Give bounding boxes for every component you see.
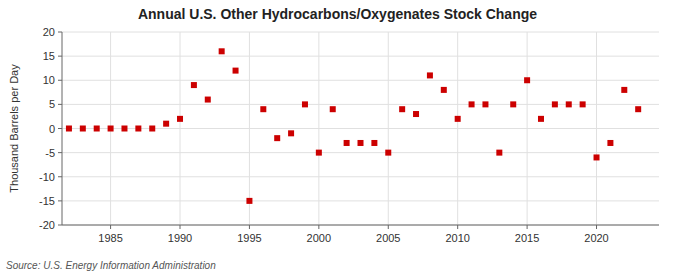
y-tick-label: -5 xyxy=(45,147,55,159)
point xyxy=(302,101,308,107)
point xyxy=(191,82,197,88)
point xyxy=(260,106,266,112)
x-tick xyxy=(318,225,319,229)
x-tick-label: 2010 xyxy=(445,232,469,244)
y-tick xyxy=(58,176,62,177)
y-grid-line xyxy=(62,56,659,57)
point xyxy=(94,126,100,132)
point xyxy=(135,126,141,132)
point xyxy=(524,77,530,83)
point xyxy=(496,150,502,156)
x-grid-line xyxy=(457,32,458,225)
y-tick-label: 10 xyxy=(43,74,55,86)
point xyxy=(274,135,280,141)
point xyxy=(330,106,336,112)
x-tick-label: 2005 xyxy=(376,232,400,244)
y-tick-label: 20 xyxy=(43,26,55,38)
point xyxy=(621,87,627,93)
point xyxy=(455,116,461,122)
point xyxy=(108,126,114,132)
point xyxy=(205,97,211,103)
y-grid-line xyxy=(62,152,659,153)
y-tick-label: -20 xyxy=(39,219,55,231)
x-tick-label: 1990 xyxy=(168,232,192,244)
x-grid-line xyxy=(527,32,528,225)
y-tick-label: 15 xyxy=(43,50,55,62)
point xyxy=(469,101,475,107)
grid xyxy=(62,32,659,225)
title: Annual U.S. Other Hydrocarbons/Oxygenate… xyxy=(138,6,537,22)
point xyxy=(580,101,586,107)
y-tick-label: -15 xyxy=(39,195,55,207)
x-grid-line xyxy=(180,32,181,225)
x-tick-label: 1995 xyxy=(237,232,261,244)
point xyxy=(594,154,600,160)
y-grid-line xyxy=(62,200,659,201)
x-tick xyxy=(110,225,111,229)
x-tick xyxy=(388,225,389,229)
point xyxy=(344,140,350,146)
point xyxy=(552,101,558,107)
y-grid-line xyxy=(62,80,659,81)
point xyxy=(385,150,391,156)
x-tick xyxy=(596,225,597,229)
x-grid-line xyxy=(596,32,597,225)
y-tick xyxy=(58,80,62,81)
y-tick xyxy=(58,56,62,57)
point xyxy=(358,140,364,146)
y-grid-line xyxy=(62,176,659,177)
points xyxy=(66,48,641,204)
point xyxy=(566,101,572,107)
x-tick-label: 2020 xyxy=(584,232,608,244)
point xyxy=(427,72,433,78)
point xyxy=(371,140,377,146)
point xyxy=(121,126,127,132)
x-grid-line xyxy=(388,32,389,225)
point xyxy=(163,121,169,127)
y-grid-line xyxy=(62,32,659,33)
y-tick-label: 0 xyxy=(49,123,55,135)
y-tick xyxy=(58,200,62,201)
point xyxy=(607,140,613,146)
y-tick xyxy=(58,225,62,226)
y-tick-label: -10 xyxy=(39,171,55,183)
y-tick-label: 5 xyxy=(49,98,55,110)
point xyxy=(635,106,641,112)
x-tick xyxy=(527,225,528,229)
x-grid-line xyxy=(249,32,250,225)
x-tick-label: 2015 xyxy=(515,232,539,244)
y-tick xyxy=(58,104,62,105)
x-tick xyxy=(249,225,250,229)
y-tick xyxy=(58,152,62,153)
y-grid-line xyxy=(62,225,659,226)
chart: -20 -15 -10 -5 0 5 10 15 20 1985 1990 1995 2000 2005 2… xyxy=(0,0,675,275)
point xyxy=(288,130,294,136)
y-tick xyxy=(58,128,62,129)
x-tick xyxy=(180,225,181,229)
x-tick-label: 2000 xyxy=(307,232,331,244)
x-axis-line xyxy=(62,225,659,226)
point xyxy=(316,150,322,156)
point xyxy=(80,126,86,132)
point xyxy=(219,48,225,54)
y-tick xyxy=(58,32,62,33)
point xyxy=(538,116,544,122)
point xyxy=(413,111,419,117)
x-grid-line xyxy=(318,32,319,225)
x-tick xyxy=(457,225,458,229)
point xyxy=(66,126,72,132)
y-axis-label: Thousand Barrels per Day xyxy=(8,64,20,193)
point xyxy=(399,106,405,112)
point xyxy=(177,116,183,122)
point xyxy=(233,68,239,74)
point xyxy=(149,126,155,132)
x-tick-label: 1985 xyxy=(98,232,122,244)
point xyxy=(510,101,516,107)
point xyxy=(246,198,252,204)
point xyxy=(482,101,488,107)
source-note: Source: U.S. Energy Information Administ… xyxy=(6,260,216,271)
point xyxy=(441,87,447,93)
